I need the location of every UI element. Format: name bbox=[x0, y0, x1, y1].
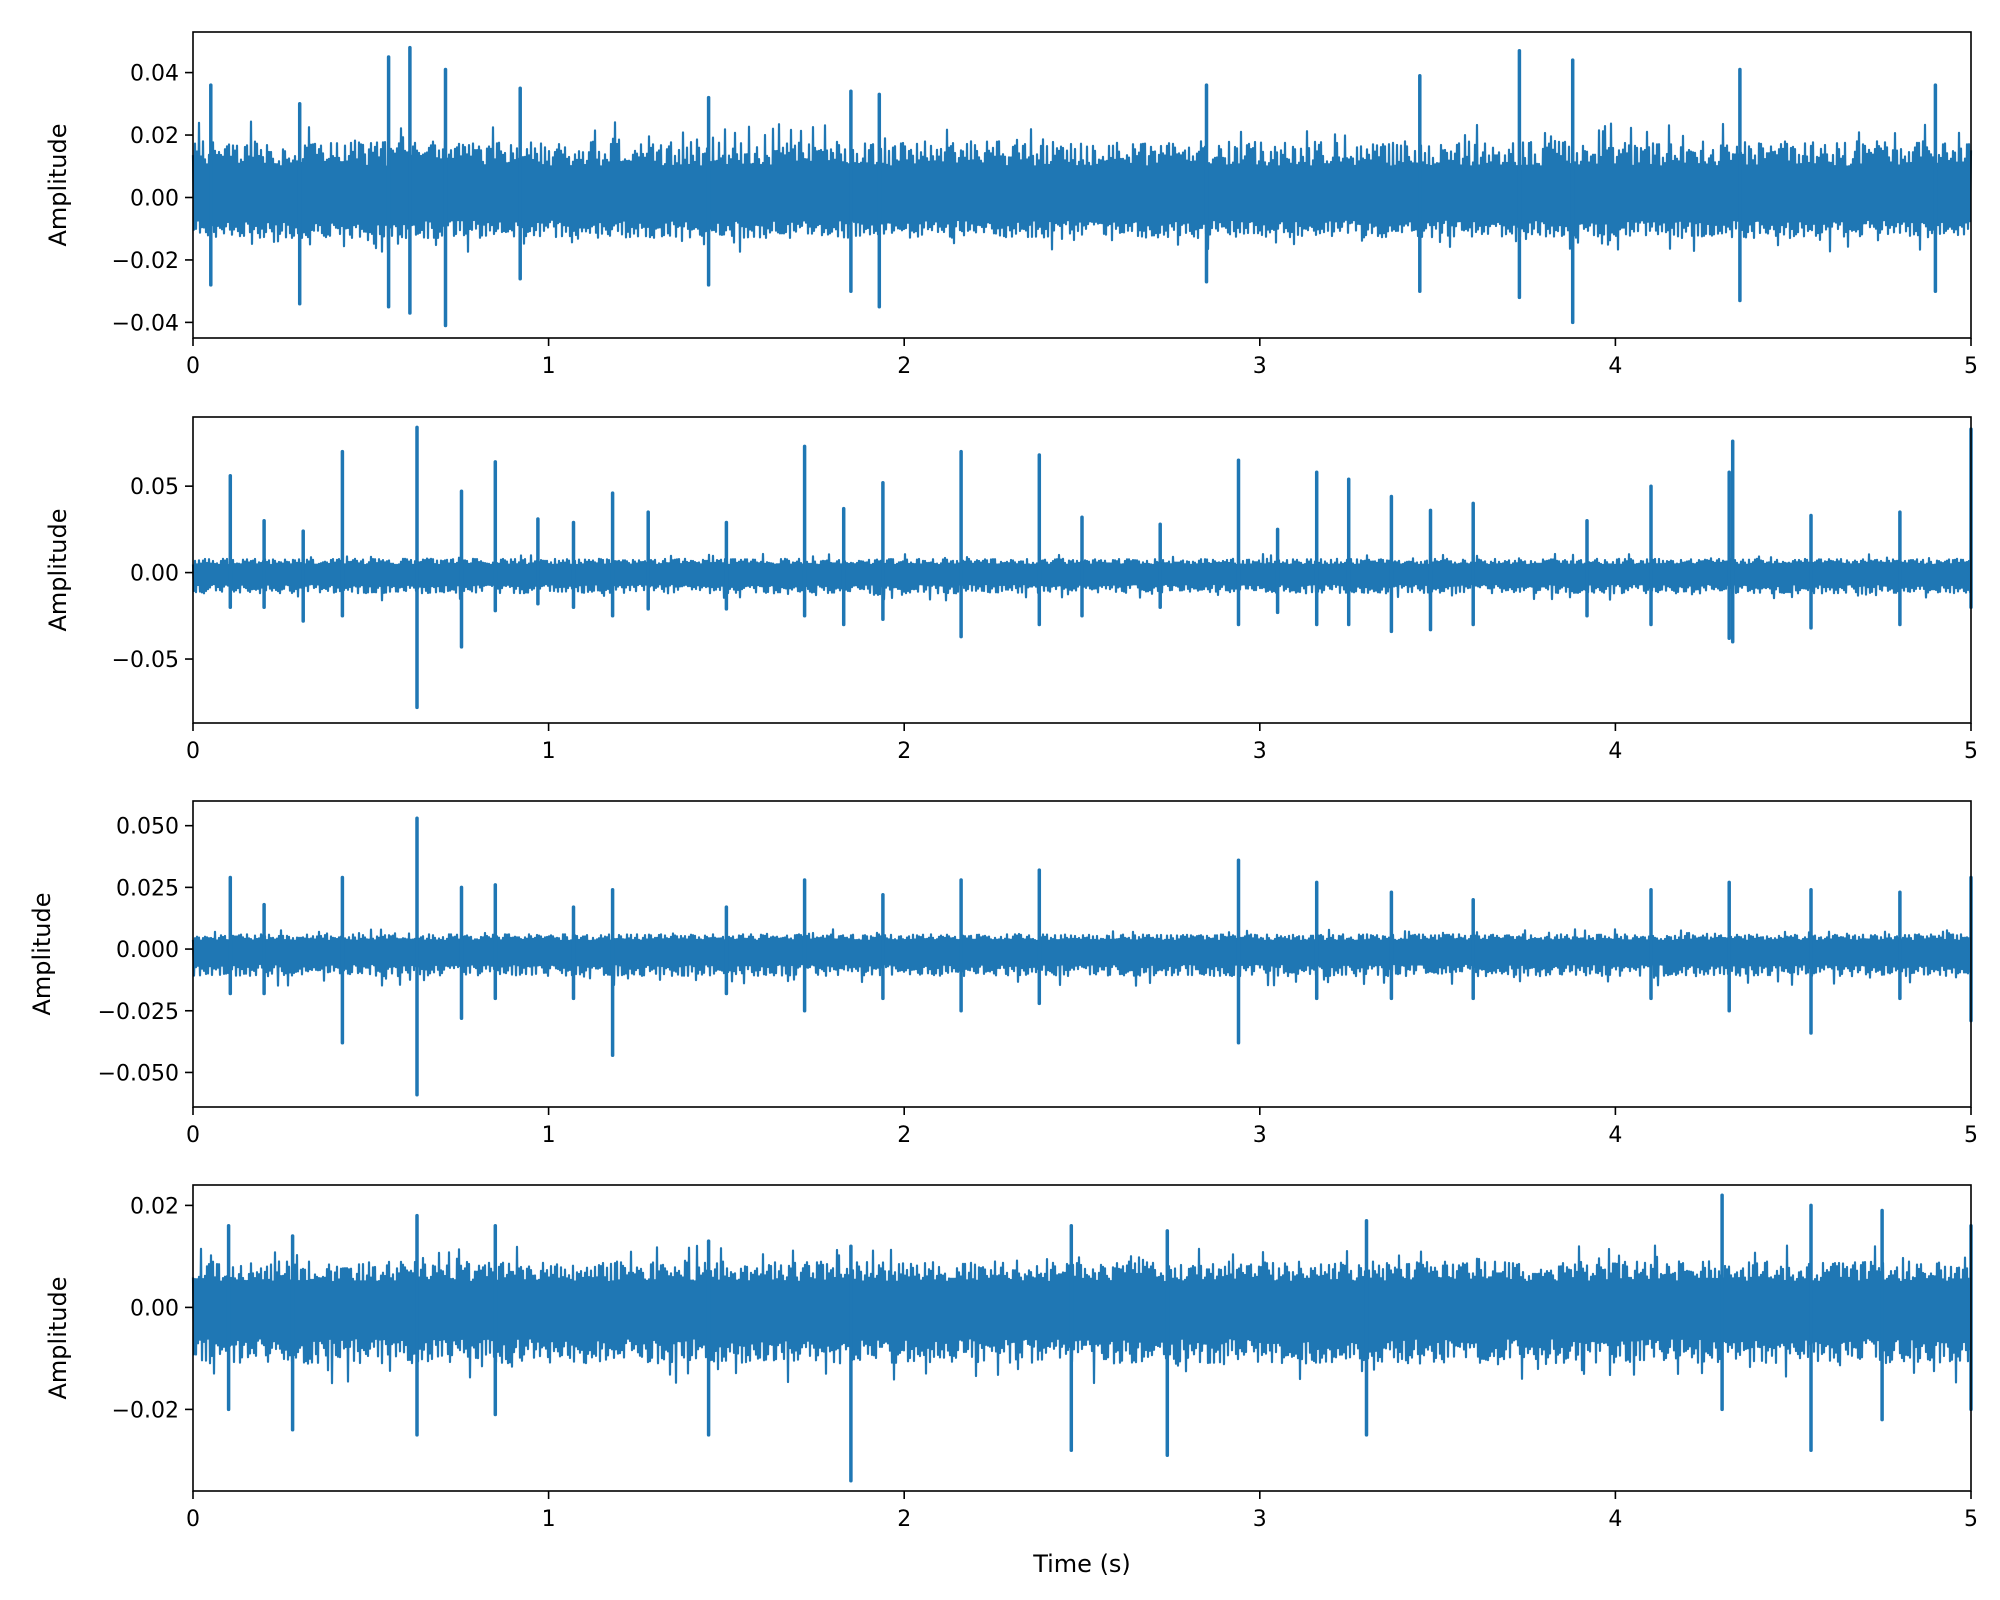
panel-3-frame bbox=[192, 800, 1972, 1108]
x-tick-label: 1 bbox=[542, 1123, 556, 1148]
x-tick-label: 1 bbox=[542, 1507, 556, 1532]
y-tick-label: −0.02 bbox=[112, 249, 179, 274]
waveform-band bbox=[191, 120, 1973, 253]
x-tick-label: 0 bbox=[186, 1507, 200, 1532]
panel-2-ylabel: Amplitude bbox=[44, 509, 72, 632]
x-tick-label: 4 bbox=[1608, 739, 1622, 764]
panel-3-ylabel: Amplitude bbox=[28, 893, 56, 1016]
x-tick-label: 4 bbox=[1608, 1123, 1622, 1148]
y-tick-label: 0.050 bbox=[116, 815, 179, 840]
x-tick-label: 1 bbox=[542, 354, 556, 379]
x-tick-label: 2 bbox=[897, 739, 911, 764]
y-tick-label: 0.00 bbox=[130, 186, 179, 211]
x-tick-label: 3 bbox=[1253, 354, 1267, 379]
panel-2: 0 1 2 3 4 5 −0.05 0.00 0.05 Amplitude bbox=[44, 416, 1978, 764]
x-tick-label: 1 bbox=[542, 739, 556, 764]
y-tick-label: 0.04 bbox=[130, 62, 179, 87]
y-tick-label: 0.02 bbox=[130, 124, 179, 149]
panel-1-frame bbox=[192, 31, 1972, 339]
panel-4-x-axis: 0 1 2 3 4 5 bbox=[186, 1491, 1978, 1532]
x-tick-label: 5 bbox=[1964, 1123, 1978, 1148]
y-tick-label: −0.04 bbox=[112, 311, 179, 336]
y-tick-label: 0.02 bbox=[130, 1194, 179, 1219]
panel-4: 0 1 2 3 4 5 −0.02 0.00 0.02 Amplitude bbox=[44, 1184, 1978, 1532]
panel-4-y-axis: −0.02 0.00 0.02 bbox=[112, 1194, 193, 1423]
y-tick-label: −0.05 bbox=[112, 648, 179, 673]
y-tick-label: 0.025 bbox=[116, 876, 179, 901]
series-4-line bbox=[191, 1193, 1973, 1483]
y-tick-label: 0.05 bbox=[130, 475, 179, 500]
panel-4-frame bbox=[192, 1184, 1972, 1492]
panel-2-x-axis: 0 1 2 3 4 5 bbox=[186, 723, 1978, 764]
waveform-band bbox=[191, 928, 1973, 987]
y-tick-label: 0.00 bbox=[130, 1296, 179, 1321]
panel-1: 0 1 2 3 4 5 −0.04 −0.02 0.00 0.02 0.04 Amplitude bbox=[44, 31, 1978, 379]
series-1-line bbox=[191, 45, 1973, 328]
x-tick-label: 5 bbox=[1964, 739, 1978, 764]
x-tick-label: 4 bbox=[1608, 1507, 1622, 1532]
x-tick-label: 0 bbox=[186, 739, 200, 764]
panel-2-frame bbox=[192, 416, 1972, 724]
panel-2-y-axis: −0.05 0.00 0.05 bbox=[112, 475, 193, 673]
x-tick-label: 4 bbox=[1608, 354, 1622, 379]
panel-1-x-axis: 0 1 2 3 4 5 bbox=[186, 338, 1978, 379]
panel-3-y-axis: −0.050 −0.025 0.000 0.025 0.050 bbox=[98, 815, 193, 1086]
y-tick-label: 0.00 bbox=[130, 562, 179, 587]
panel-4-ylabel: Amplitude bbox=[44, 1277, 72, 1400]
y-tick-label: −0.025 bbox=[98, 1000, 179, 1025]
x-tick-label: 2 bbox=[897, 354, 911, 379]
x-tick-label: 3 bbox=[1253, 1123, 1267, 1148]
panel-3-x-axis: 0 1 2 3 4 5 bbox=[186, 1107, 1978, 1148]
y-tick-label: 0.000 bbox=[116, 938, 179, 963]
x-tick-label: 5 bbox=[1964, 1507, 1978, 1532]
x-tick-label: 3 bbox=[1253, 1507, 1267, 1532]
waveform-band bbox=[191, 1244, 1973, 1385]
x-tick-label: 2 bbox=[897, 1123, 911, 1148]
y-tick-label: −0.02 bbox=[112, 1398, 179, 1423]
x-tick-label: 0 bbox=[186, 1123, 200, 1148]
series-2-line bbox=[191, 425, 1973, 710]
x-tick-label: 3 bbox=[1253, 739, 1267, 764]
x-tick-label: 2 bbox=[897, 1507, 911, 1532]
x-axis-label: Time (s) bbox=[1032, 1550, 1131, 1578]
panel-1-y-axis: −0.04 −0.02 0.00 0.02 0.04 bbox=[112, 62, 193, 336]
x-tick-label: 0 bbox=[186, 354, 200, 379]
panel-1-ylabel: Amplitude bbox=[44, 124, 72, 247]
x-tick-label: 5 bbox=[1964, 354, 1978, 379]
panel-3: 0 1 2 3 4 5 −0.050 −0.025 0.000 0.025 0.050 Ampli… bbox=[28, 800, 1978, 1148]
y-tick-label: −0.050 bbox=[98, 1061, 179, 1086]
